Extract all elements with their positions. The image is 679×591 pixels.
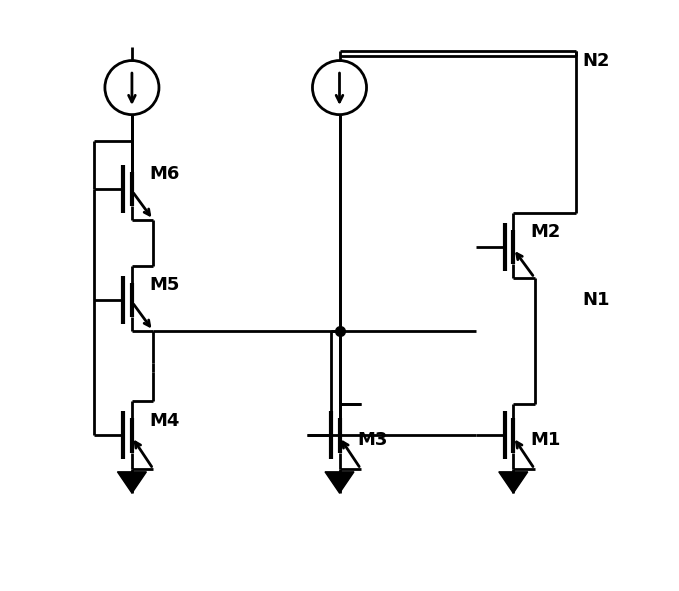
Text: M4: M4: [149, 412, 180, 430]
Text: N2: N2: [583, 51, 610, 70]
Polygon shape: [117, 472, 147, 493]
Polygon shape: [325, 472, 354, 493]
Text: M3: M3: [357, 431, 387, 449]
Text: M6: M6: [149, 165, 180, 183]
Text: N1: N1: [583, 291, 610, 309]
Polygon shape: [499, 472, 528, 493]
Text: M1: M1: [531, 431, 561, 449]
Text: M2: M2: [531, 223, 561, 241]
Text: M5: M5: [149, 277, 180, 294]
